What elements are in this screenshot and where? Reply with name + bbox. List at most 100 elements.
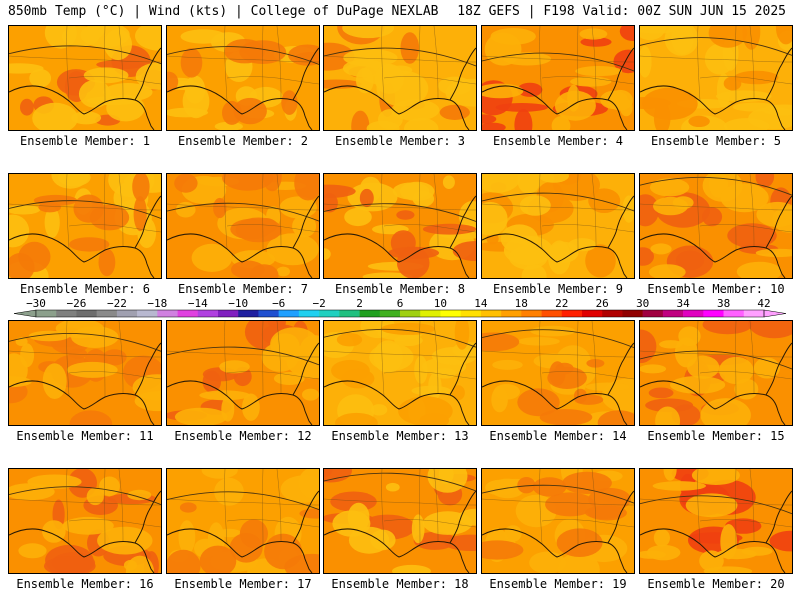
coastline bbox=[607, 490, 634, 544]
height-contour-line bbox=[324, 472, 476, 492]
ensemble-member-label: Ensemble Member: 7 bbox=[177, 282, 309, 296]
coastline bbox=[482, 233, 628, 278]
colorbar-tick-label: 34 bbox=[676, 297, 690, 310]
temperature-contour-region bbox=[482, 114, 497, 124]
temperature-contour-region bbox=[273, 372, 305, 385]
temperature-contour-region bbox=[178, 520, 196, 554]
colorbar-segment bbox=[582, 310, 603, 317]
ensemble-panel-20 bbox=[639, 468, 793, 574]
coastline bbox=[607, 342, 634, 396]
state-border bbox=[383, 224, 476, 233]
temperature-contour-region bbox=[514, 109, 533, 130]
temperature-contour-region bbox=[451, 385, 465, 401]
state-border bbox=[640, 498, 792, 506]
temperature-colorbar: −30 −26 −22 −18 −14 −10 −6 −2 2 6 10 14 18 22 26 30 34 38… bbox=[13, 297, 787, 318]
colorbar-frame bbox=[35, 309, 765, 318]
temperature-contour-region bbox=[167, 549, 201, 573]
temperature-map bbox=[9, 26, 161, 130]
temperature-map bbox=[482, 174, 634, 278]
temperature-contour-region bbox=[678, 326, 701, 347]
temperature-map bbox=[482, 26, 634, 130]
ensemble-member-label: Ensemble Member: 11 bbox=[16, 429, 154, 443]
temperature-contour-region bbox=[396, 246, 430, 278]
height-contour-line bbox=[324, 203, 476, 222]
colorbar-segment bbox=[642, 310, 664, 317]
colorbar-segment bbox=[440, 310, 461, 317]
ensemble-panel-10 bbox=[639, 173, 793, 279]
temperature-contour-region bbox=[83, 67, 129, 84]
temperature-contour-region bbox=[703, 566, 753, 573]
colorbar-segment bbox=[298, 310, 320, 317]
state-border bbox=[482, 203, 634, 211]
coastline bbox=[9, 380, 155, 425]
ensemble-member-label: Ensemble Member: 1 bbox=[19, 134, 151, 148]
temperature-contour-region bbox=[756, 201, 792, 227]
colorbar-segment bbox=[743, 310, 765, 317]
temperature-contour-region bbox=[640, 364, 667, 374]
temperature-contour-region bbox=[640, 329, 657, 364]
temperature-contour-region bbox=[57, 174, 91, 187]
temperature-contour-region bbox=[324, 469, 333, 477]
temperature-contour-region bbox=[568, 238, 597, 252]
temperature-contour-region bbox=[503, 235, 554, 266]
temperature-contour-region bbox=[351, 110, 370, 130]
coastline bbox=[9, 233, 155, 278]
state-border bbox=[324, 203, 476, 211]
temperature-contour-region bbox=[517, 388, 560, 417]
ensemble-member-label: Ensemble Member: 9 bbox=[492, 282, 624, 296]
state-border bbox=[433, 26, 439, 99]
temperature-contour-region bbox=[229, 533, 263, 563]
temperature-contour-region bbox=[199, 390, 250, 401]
temperature-contour-region bbox=[755, 248, 792, 258]
colorbar-tick-label: 42 bbox=[757, 297, 770, 310]
temperature-contour-region bbox=[646, 544, 681, 561]
ensemble-member-label: Ensemble Member: 13 bbox=[331, 429, 469, 443]
temperature-contour-region bbox=[102, 349, 127, 366]
state-border bbox=[640, 350, 792, 358]
temperature-contour-region bbox=[302, 388, 319, 401]
temperature-contour-region bbox=[736, 261, 782, 278]
ensemble-member-label: Ensemble Member: 5 bbox=[650, 134, 782, 148]
colorbar-segment bbox=[521, 310, 542, 317]
temperature-contour-region bbox=[71, 111, 102, 125]
state-border bbox=[9, 350, 161, 358]
temperature-map bbox=[9, 174, 161, 278]
temperature-contour-region bbox=[298, 469, 319, 499]
coastline bbox=[607, 195, 634, 249]
coastline bbox=[9, 528, 155, 573]
state-border bbox=[276, 469, 282, 542]
state-border bbox=[276, 26, 282, 99]
temperature-contour-region bbox=[222, 100, 242, 125]
ensemble-member-label: Ensemble Member: 3 bbox=[334, 134, 466, 148]
temperature-contour-region bbox=[518, 337, 560, 346]
state-border bbox=[226, 371, 319, 380]
state-border bbox=[68, 224, 161, 233]
temperature-contour-region bbox=[723, 118, 770, 130]
temperature-contour-region bbox=[551, 116, 571, 130]
ensemble-panel-2 bbox=[166, 25, 320, 131]
temperature-contour-region bbox=[687, 355, 720, 379]
temperature-contour-region bbox=[374, 63, 405, 94]
temperature-contour-region bbox=[167, 71, 179, 92]
state-border bbox=[224, 26, 228, 102]
state-border bbox=[749, 26, 755, 99]
temperature-contour-region bbox=[99, 476, 120, 497]
colorbar-max-arrow bbox=[763, 309, 787, 318]
ensemble-panel-5 bbox=[639, 25, 793, 131]
ensemble-member-label: Ensemble Member: 8 bbox=[334, 282, 466, 296]
temperature-contour-region bbox=[720, 183, 769, 213]
colorbar-segment bbox=[76, 310, 97, 317]
temperature-contour-region bbox=[517, 82, 543, 97]
colorbar-segment bbox=[278, 310, 300, 317]
temperature-contour-region bbox=[648, 387, 674, 399]
temperature-contour-region bbox=[769, 530, 792, 552]
state-border bbox=[324, 55, 476, 63]
ensemble-member-label: Ensemble Member: 18 bbox=[331, 577, 469, 591]
temperature-contour-region bbox=[9, 214, 30, 248]
colorbar-tick-label: 26 bbox=[596, 297, 609, 310]
state-border bbox=[699, 224, 792, 233]
height-contour-line bbox=[640, 350, 792, 370]
ensemble-panel-1 bbox=[8, 25, 162, 131]
temperature-contour-region bbox=[276, 266, 290, 277]
coastline bbox=[324, 85, 470, 130]
